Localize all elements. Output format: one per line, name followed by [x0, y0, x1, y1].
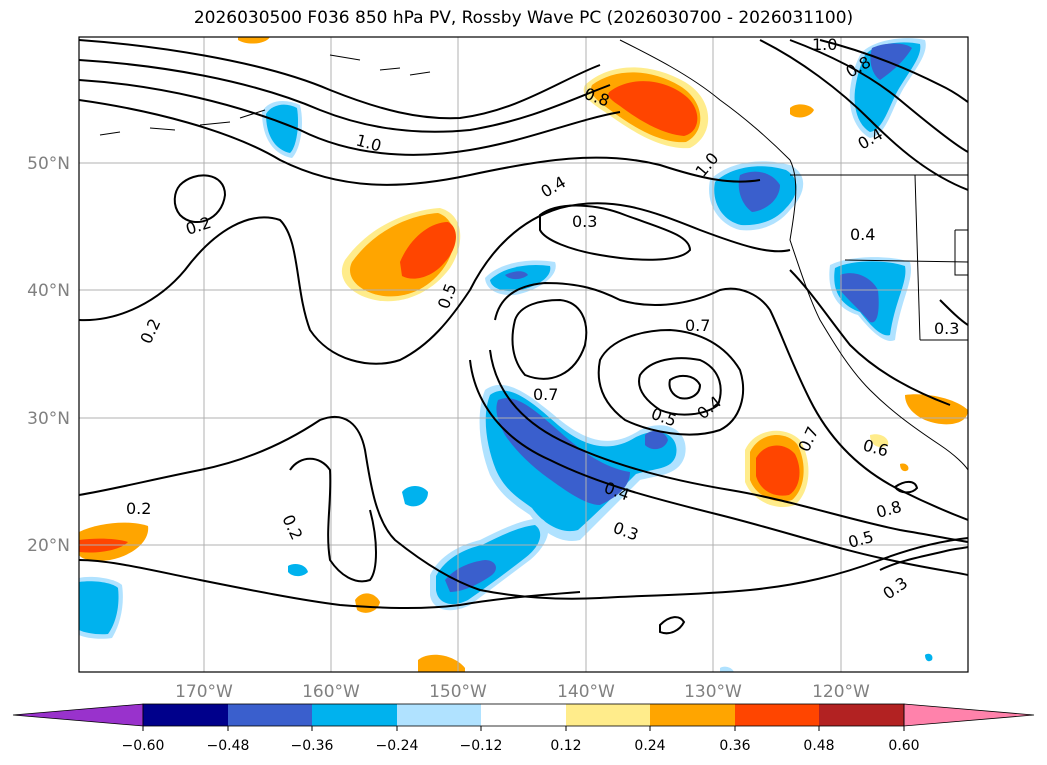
colorbar-tick-label: −0.36	[291, 738, 334, 754]
contour-label: 0.4	[850, 225, 875, 244]
colorbar-frame	[142, 703, 905, 727]
lon-tick-label: 120°W	[812, 682, 870, 702]
colorbar-tick-label: −0.12	[460, 738, 503, 754]
colorbar-extend-min	[12, 703, 144, 727]
latitude-labels: 50°N 40°N 30°N 20°N	[27, 154, 70, 556]
plot-title: 2026030500 F036 850 hPa PV, Rossby Wave …	[193, 8, 854, 28]
contour-label: 0.2	[126, 499, 151, 518]
colorbar-segment	[819, 704, 904, 726]
colorbar-segment	[481, 704, 566, 726]
contour-label: 0.7	[685, 316, 710, 335]
colorbar-tick-label: −0.48	[207, 738, 250, 754]
lon-tick-label: 160°W	[302, 682, 360, 702]
lon-tick-label: 140°W	[557, 682, 615, 702]
colorbar-tick-label: −0.60	[122, 738, 165, 754]
contour-label: 1.0	[812, 35, 837, 54]
colorbar-tick-label: 0.12	[550, 738, 581, 754]
shaded-anomalies	[79, 37, 968, 672]
colorbar-segment	[735, 704, 819, 726]
longitude-labels: 170°W 160°W 150°W 140°W 130°W 120°W	[175, 682, 870, 702]
lon-tick-label: 150°W	[429, 682, 487, 702]
colorbar-tick-label: 0.24	[634, 738, 665, 754]
lon-tick-label: 170°W	[175, 682, 233, 702]
lat-tick-label: 20°N	[27, 536, 70, 556]
colorbar-segment	[143, 704, 228, 726]
colorbar-segment	[228, 704, 312, 726]
contour-label: 0.3	[934, 319, 959, 338]
colorbar-segment	[397, 704, 481, 726]
map-border	[78, 36, 969, 673]
colorbar-segment	[566, 704, 650, 726]
colorbar-tick-label: 0.60	[888, 738, 919, 754]
colorbar-tick-label: −0.24	[376, 738, 419, 754]
contour-label: 0.3	[572, 212, 597, 231]
contour-label: 0.7	[533, 385, 558, 404]
colorbar-extend-max	[903, 703, 1035, 727]
lon-tick-label: 130°W	[684, 682, 742, 702]
colorbar-tick-label: 0.48	[803, 738, 834, 754]
lat-tick-label: 30°N	[27, 409, 70, 429]
lat-tick-label: 50°N	[27, 154, 70, 174]
map-area	[79, 37, 968, 672]
pv-contours	[79, 39, 968, 635]
colorbar-segment	[650, 704, 735, 726]
colorbar: −0.60 −0.48 −0.36 −0.24 −0.12 0.12 0.24 …	[12, 703, 1035, 754]
colorbar-tick-label: 0.36	[719, 738, 750, 754]
lat-tick-label: 40°N	[27, 281, 70, 301]
colorbar-segment	[312, 704, 397, 726]
